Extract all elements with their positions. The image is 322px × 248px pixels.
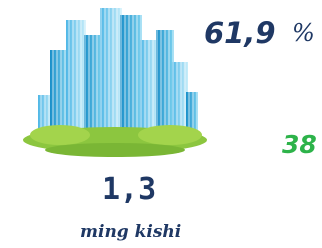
share-value: 61,9 (204, 16, 276, 50)
count: 38 (282, 130, 317, 159)
infographic: 61,9 % 38 1,3 ming kishi (() => { const … (0, 0, 322, 248)
grass (23, 125, 207, 157)
buildings (38, 8, 198, 135)
total: 1,3 (102, 172, 156, 207)
share-unit: % (292, 19, 315, 47)
total-label: ming kishi (80, 222, 181, 242)
